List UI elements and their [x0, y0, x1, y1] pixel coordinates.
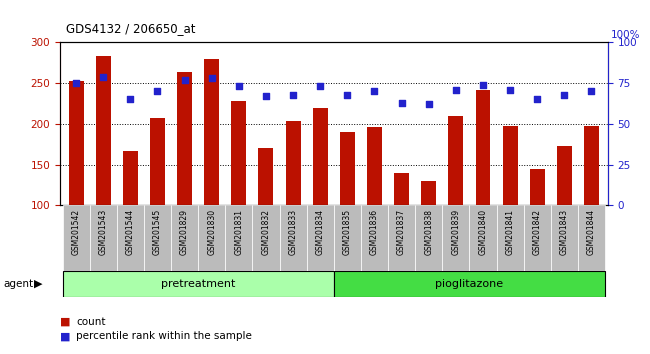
Bar	[62, 271, 334, 297]
Text: count: count	[76, 317, 105, 327]
Text: GSM201543: GSM201543	[99, 209, 108, 255]
Point	[179, 77, 190, 83]
Point	[315, 84, 326, 89]
Bar	[361, 205, 388, 271]
Text: GDS4132 / 206650_at: GDS4132 / 206650_at	[66, 22, 196, 35]
Point	[478, 82, 488, 88]
Text: GSM201545: GSM201545	[153, 209, 162, 255]
Text: GSM201832: GSM201832	[261, 209, 270, 255]
Bar	[252, 205, 280, 271]
Text: GSM201838: GSM201838	[424, 209, 433, 255]
Text: GSM201829: GSM201829	[180, 209, 189, 255]
Bar	[530, 169, 545, 205]
Bar	[334, 205, 361, 271]
Bar	[502, 126, 517, 205]
Text: GSM201843: GSM201843	[560, 209, 569, 255]
Bar	[123, 151, 138, 205]
Bar	[96, 56, 111, 205]
Text: GSM201841: GSM201841	[506, 209, 515, 255]
Bar	[280, 205, 307, 271]
Point	[532, 97, 542, 102]
Bar	[259, 148, 274, 205]
Bar	[442, 205, 469, 271]
Point	[233, 84, 244, 89]
Bar	[150, 118, 165, 205]
Bar	[226, 205, 252, 271]
Point	[98, 74, 109, 80]
Bar	[415, 205, 442, 271]
Bar	[340, 132, 355, 205]
Bar	[334, 271, 605, 297]
Point	[586, 88, 597, 94]
Bar	[117, 205, 144, 271]
Bar	[144, 205, 171, 271]
Bar	[367, 127, 382, 205]
Text: GSM201830: GSM201830	[207, 209, 216, 255]
Text: GSM201542: GSM201542	[72, 209, 81, 255]
Bar	[388, 205, 415, 271]
Bar	[177, 72, 192, 205]
Bar	[469, 205, 497, 271]
Bar	[524, 205, 551, 271]
Bar	[557, 146, 572, 205]
Text: GSM201839: GSM201839	[451, 209, 460, 255]
Text: 100%: 100%	[610, 30, 640, 40]
Point	[125, 97, 136, 102]
Text: GSM201833: GSM201833	[289, 209, 298, 255]
Point	[396, 100, 407, 105]
Bar	[285, 121, 300, 205]
Bar	[62, 205, 90, 271]
Point	[207, 75, 217, 81]
Bar	[204, 59, 219, 205]
Text: GSM201544: GSM201544	[126, 209, 135, 255]
Text: ■: ■	[60, 331, 74, 341]
Text: GSM201844: GSM201844	[587, 209, 596, 255]
Text: GSM201840: GSM201840	[478, 209, 488, 255]
Bar	[551, 205, 578, 271]
Text: percentile rank within the sample: percentile rank within the sample	[76, 331, 252, 341]
Text: pretreatment: pretreatment	[161, 279, 235, 289]
Text: GSM201842: GSM201842	[533, 209, 541, 255]
Bar	[69, 81, 84, 205]
Bar	[476, 90, 491, 205]
Bar	[497, 205, 524, 271]
Text: GSM201836: GSM201836	[370, 209, 379, 255]
Point	[288, 92, 298, 97]
Bar	[231, 101, 246, 205]
Text: ■: ■	[60, 317, 74, 327]
Bar	[578, 205, 605, 271]
Text: pioglitazone: pioglitazone	[436, 279, 504, 289]
Bar	[394, 173, 409, 205]
Point	[424, 102, 434, 107]
Bar	[198, 205, 226, 271]
Point	[342, 92, 352, 97]
Point	[152, 88, 162, 94]
Text: GSM201831: GSM201831	[235, 209, 243, 255]
Bar	[90, 205, 117, 271]
Bar	[313, 108, 328, 205]
Point	[369, 88, 380, 94]
Text: GSM201834: GSM201834	[316, 209, 325, 255]
Point	[261, 93, 271, 99]
Point	[450, 87, 461, 92]
Bar	[171, 205, 198, 271]
Point	[559, 92, 569, 97]
Bar	[307, 205, 334, 271]
Point	[71, 80, 81, 86]
Bar	[448, 116, 463, 205]
Text: GSM201835: GSM201835	[343, 209, 352, 255]
Text: agent: agent	[3, 279, 33, 289]
Point	[505, 87, 515, 92]
Bar	[584, 126, 599, 205]
Text: ▶: ▶	[34, 279, 42, 289]
Text: GSM201837: GSM201837	[397, 209, 406, 255]
Bar	[421, 181, 436, 205]
